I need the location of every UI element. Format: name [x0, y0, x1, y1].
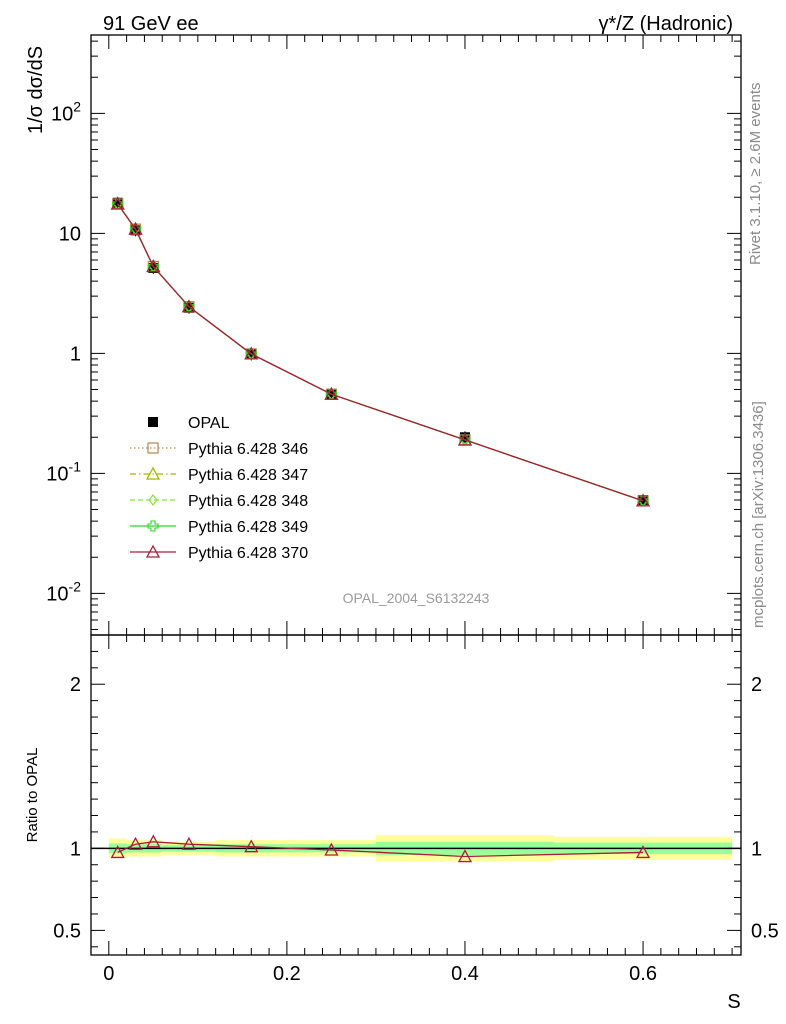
legend-label: Pythia 6.428 370: [188, 545, 308, 562]
y-tick-label-base: 10: [51, 103, 73, 125]
ratio-frame: [90, 634, 742, 956]
ratio-point: [457, 849, 473, 863]
y-tick-label: 10: [59, 223, 81, 245]
data-point: [128, 221, 143, 235]
mcplots-label: mcplots.cern.ch [arXiv:1306.3436]: [750, 401, 767, 628]
data-point: [638, 495, 649, 506]
rivet-label: Rivet 3.1.10, ≥ 2.6M events: [747, 83, 764, 266]
data-point: [181, 299, 197, 313]
y-tick-label: 102: [51, 98, 81, 125]
legend-label: Pythia 6.428 346: [188, 441, 308, 458]
series-line-5: [117, 203, 644, 502]
x-tick-label: 0.6: [629, 963, 657, 985]
legend-marker: [145, 466, 161, 480]
data-point: [457, 432, 473, 446]
ratio-y-tick-label: 1: [70, 838, 81, 860]
ratio-point: [324, 842, 339, 856]
header-right: γ*/Z (Hadronic): [599, 13, 733, 35]
legend-label: OPAL: [188, 415, 230, 432]
legend-marker: [147, 520, 159, 532]
data-point: [459, 432, 470, 443]
legend-label: Pythia 6.428 347: [188, 467, 308, 484]
ratio-point: [128, 836, 143, 850]
x-tick-label: 0.2: [273, 963, 301, 985]
legend-marker: [148, 417, 158, 427]
data-point: [324, 386, 339, 400]
data-point: [244, 346, 259, 360]
x-axis-label: S: [727, 991, 740, 1013]
data-point: [183, 302, 194, 313]
data-point: [110, 196, 125, 210]
y-tick-label: 1: [70, 343, 81, 365]
ratio-y-label: Ratio to OPAL: [24, 748, 41, 843]
data-point: [148, 262, 159, 273]
ratio-y-tick-label: 1: [751, 838, 762, 860]
y-tick-label-base: 10: [46, 463, 68, 485]
legend-marker: [147, 442, 159, 454]
y-tick-label-exponent: -2: [69, 578, 82, 594]
y-tick-label: 10-2: [46, 578, 81, 605]
ratio-y-tick-label: 2: [751, 674, 762, 696]
ratio-point: [110, 845, 125, 859]
legend-marker: [145, 544, 161, 558]
main-y-label: 1/σ dσ/dS: [25, 46, 47, 134]
data-point: [635, 493, 651, 507]
ratio-y-tick-label: 0.5: [751, 920, 779, 942]
ratio-y-tick-label: 0.5: [53, 920, 81, 942]
x-tick-label: 0: [103, 963, 114, 985]
y-tick-label-base: 10: [46, 583, 68, 605]
watermark: OPAL_2004_S6132243: [343, 590, 490, 606]
x-tick-label: 0.4: [451, 963, 479, 985]
ratio-point: [635, 845, 651, 859]
data-point: [146, 259, 161, 273]
ratio-point: [146, 834, 161, 848]
legend-label: Pythia 6.428 348: [188, 493, 308, 510]
ratio-point: [244, 839, 259, 853]
y-tick-label-exponent: 2: [73, 98, 81, 114]
header-left: 91 GeV ee: [103, 13, 199, 35]
data-point: [112, 197, 123, 208]
y-tick-label: 10-1: [46, 458, 81, 485]
ratio-point: [181, 836, 197, 850]
ratio-y-tick-label: 2: [70, 674, 81, 696]
y-tick-label-exponent: -1: [69, 458, 82, 474]
legend-marker: [148, 494, 158, 506]
legend-label: Pythia 6.428 349: [188, 519, 308, 536]
